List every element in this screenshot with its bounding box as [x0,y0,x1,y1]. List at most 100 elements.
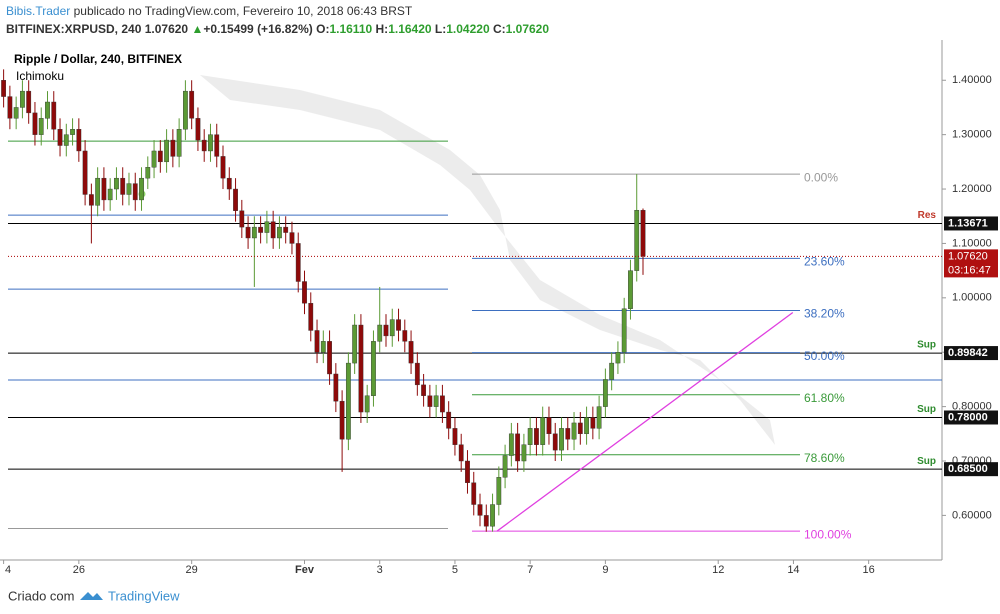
candle-body [208,134,213,152]
candle-body [358,324,364,413]
candle-body [414,362,420,386]
o-label: O: [316,22,330,36]
candle-body [126,183,132,195]
candle-body [170,139,176,157]
candle-body [145,167,151,179]
header-line-2: BITFINEX:XRPUSD, 240 1.07620 ▲+0.15499 (… [6,22,549,36]
candle-body [239,210,245,228]
x-tick-label: 16 [863,564,875,576]
x-tick-label: 29 [186,564,198,576]
candle-body [63,134,69,146]
footer-logo [80,592,103,600]
candle-body [433,395,439,407]
x-tick-label: 3 [377,564,383,576]
x-tick-label: 14 [787,564,799,576]
y-tick-label: 0.60000 [952,509,992,521]
candle-body [201,139,207,152]
candle-body [440,395,445,413]
candle-body [189,90,195,119]
candle-body [76,129,82,152]
sr-label: 1.13671 [948,217,988,229]
candle-body [264,221,270,233]
candle-body [302,281,307,304]
candle-body [571,422,577,440]
candle-body [559,428,564,451]
candle-body [82,150,88,195]
candle-body [57,129,63,146]
x-tick-label: 7 [527,564,533,576]
candle-body [107,188,113,201]
candle-body [251,226,257,239]
candle-body [295,243,301,282]
x-tick-label: 26 [73,564,85,576]
candle-body [402,330,408,342]
candle-body [465,460,470,483]
arrow: ▲ [191,22,204,36]
fib-label: 38.20% [804,307,845,321]
x-tick-label: 9 [602,564,608,576]
candle-body [176,129,182,157]
candle-body [640,209,646,257]
l-label: L: [434,22,447,36]
candle-body [577,422,583,435]
candle-body [427,395,433,407]
candle-body [421,384,426,396]
candle-body [95,177,101,206]
sr-label: 0.78000 [948,411,988,423]
candle-body [32,112,38,135]
candle-body [377,324,383,342]
candle-body [452,428,458,445]
candle-body [596,406,602,429]
sr-tag: Res [918,210,937,221]
candle-body [371,341,376,396]
sr-tag: Sup [917,340,936,351]
candle-body [389,319,395,337]
candle-body [508,433,514,456]
candle-body [546,417,552,435]
candle-body [120,177,126,195]
candle-body [628,270,633,309]
c-label: C: [492,22,506,36]
author[interactable]: Bibis.Trader [6,4,71,18]
y-tick-label: 0.80000 [952,401,992,413]
symbol: BITFINEX:XRPUSD, 240 [6,22,142,36]
candle-body [634,209,640,271]
candle-body [477,504,483,516]
x-tick-label: 12 [712,564,724,576]
candle-body [277,226,282,239]
sr-box [944,216,998,231]
footer-brand[interactable]: TradingView [108,588,180,603]
candle-body [245,226,251,239]
candle-body [609,362,615,380]
y-tick-label: 1.30000 [952,129,992,141]
candle-body [383,324,389,337]
candle-body [195,118,201,141]
y-tick-label: 1.20000 [952,183,992,195]
candle-body [584,417,589,435]
l: 1.04220 [446,22,490,36]
candle-body [38,118,44,135]
candle-body [45,101,50,119]
candle-body [521,444,527,462]
h: 1.16420 [388,22,432,36]
candle-body [7,96,13,119]
candle-body [270,221,276,239]
candle-body [114,177,119,190]
candle-body [446,411,452,429]
candle-body [540,417,546,445]
candle-body [615,352,621,364]
candle-body [552,433,558,451]
y-tick-label: 1.00000 [952,292,992,304]
fib-label: 61.80% [804,391,845,405]
candle-body [320,341,326,353]
candle-body [183,90,188,130]
candle-body [527,428,533,445]
o: 1.16110 [329,22,373,36]
candle-body [88,194,94,206]
candle-body [308,303,314,331]
candle-body [101,177,107,201]
sr-label: 0.89842 [948,347,988,359]
candle-body [314,330,320,353]
sr-label: 0.68500 [948,463,988,475]
